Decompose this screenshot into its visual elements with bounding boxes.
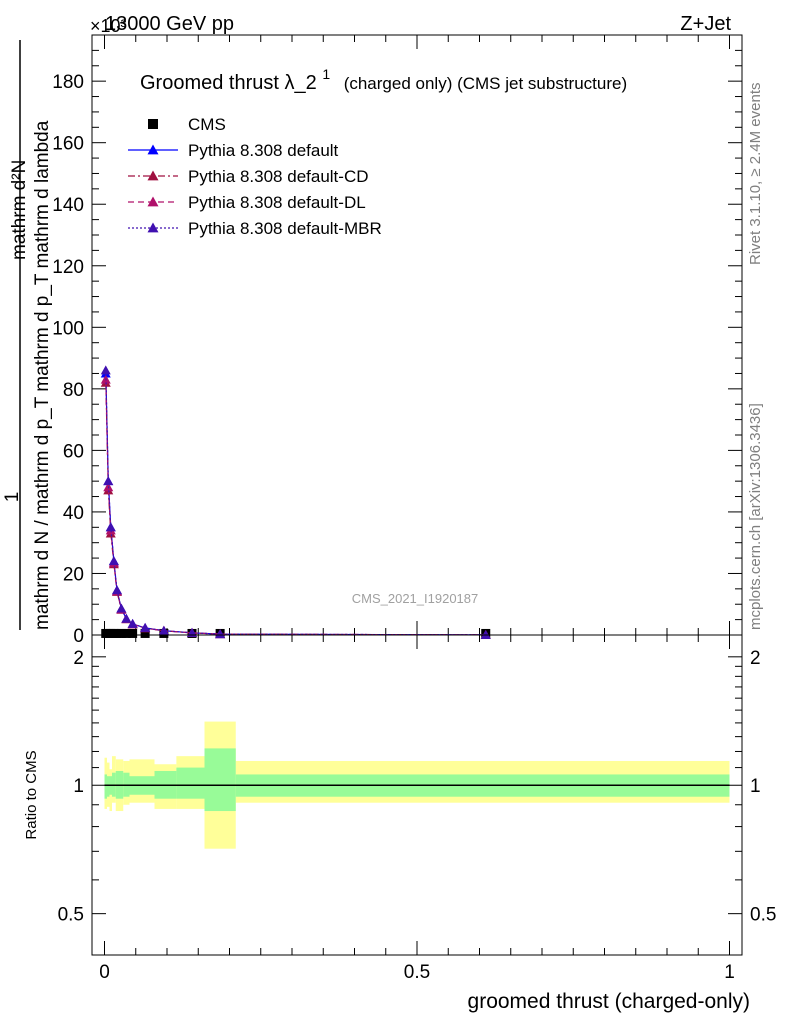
- data-point: [108, 556, 119, 566]
- data-point: [121, 613, 132, 623]
- title-suffix: (charged only) (CMS jet substructure): [344, 74, 627, 93]
- main-plot-panel: CMS_2021_I1920187 Groomed thrust λ_2 1 (…: [52, 34, 743, 647]
- ratio-y-tick-label: 1: [73, 776, 84, 797]
- main-y-tick-label: 0: [73, 626, 84, 647]
- ratio-inner-band: [104, 774, 107, 799]
- ratio-y-tick-label: 0.5: [58, 905, 84, 926]
- main-y-tick-label: 160: [52, 134, 84, 155]
- data-point: [215, 629, 226, 639]
- ratio-y-tick-label-right: 0.5: [750, 905, 776, 926]
- data-point: [112, 585, 122, 595]
- plot-title: Groomed thrust λ_2 1 (charged only) (CMS…: [140, 62, 627, 94]
- main-y-tick-label: 20: [63, 564, 84, 585]
- ylabel-denominator: mathrm d N / mathrm d p_T mathrm d p_T m…: [32, 120, 53, 630]
- data-point: [116, 603, 127, 613]
- data-point: [480, 629, 491, 639]
- main-y-tick-label: 140: [52, 195, 84, 216]
- legend-label: Pythia 8.308 default-MBR: [188, 219, 382, 238]
- ratio-y-tick-label-right: 2: [750, 648, 761, 669]
- data-point: [128, 628, 138, 638]
- data-point: [103, 476, 114, 486]
- ratio-y-tick-label: 2: [73, 648, 84, 669]
- ratio-bands: [104, 721, 730, 849]
- ratio-inner-band: [107, 776, 110, 797]
- data-point: [100, 365, 111, 375]
- legend-item: Pythia 8.308 default-DL: [128, 193, 366, 212]
- main-y-axis-label: mathrm d²N mathrm d N / mathrm d p_T mat…: [2, 40, 53, 630]
- y-multiplier-label: ×10³: [90, 16, 127, 36]
- legend-marker: [147, 222, 159, 233]
- main-y-tick-label: 60: [63, 441, 84, 462]
- data-point: [140, 622, 151, 632]
- ratio-x-tick-label: 1: [724, 962, 735, 983]
- ratio-plot-panel: 0.5 0.51 12 2 0 0.5 1: [58, 634, 777, 983]
- main-series-group: [100, 365, 491, 639]
- legend-item: Pythia 8.308 default-MBR: [128, 219, 382, 238]
- header-process: Z+Jet: [680, 13, 731, 35]
- legend-marker: [147, 196, 159, 207]
- svg-text:Groomed thrust λ_2: Groomed thrust λ_2 1 (charged only) (CMS…: [140, 62, 627, 94]
- series-4: [100, 365, 491, 639]
- analysis-watermark: CMS_2021_I1920187: [352, 591, 479, 606]
- main-y-tick-label: 120: [52, 257, 84, 278]
- title-lambda: λ_2: [285, 72, 317, 94]
- data-point: [121, 628, 131, 638]
- title-main: Groomed thrust: [140, 72, 279, 94]
- ylabel-one: 1: [2, 492, 23, 503]
- legend: CMS Pythia 8.308 default Pythia 8.308 defa…: [128, 115, 382, 238]
- rivet-label: Rivet 3.1.10, ≥ 2.4M events: [747, 83, 764, 266]
- data-point: [116, 628, 126, 638]
- main-y-tick-label: 80: [63, 380, 84, 401]
- data-point: [140, 628, 150, 638]
- legend-label: CMS: [188, 115, 226, 134]
- main-y-tick-label: 40: [63, 503, 84, 524]
- header-energy: 13000 GeV pp: [105, 13, 234, 35]
- ratio-y-axis: 0.5 0.5 1 1 2 2: [58, 648, 777, 926]
- main-y-tick-label: 100: [52, 318, 84, 339]
- legend-label: Pythia 8.308 default: [188, 141, 339, 160]
- title-superscript: 1: [322, 66, 330, 82]
- legend-marker: [148, 119, 158, 129]
- legend-label: Pythia 8.308 default-CD: [188, 167, 369, 186]
- ratio-inner-band: [176, 767, 205, 799]
- legend-item: CMS: [148, 115, 226, 134]
- ratio-y-axis-label: Ratio to CMS: [23, 750, 40, 839]
- legend-item: Pythia 8.308 default: [128, 141, 339, 160]
- data-point: [105, 522, 116, 532]
- legend-marker: [147, 144, 159, 155]
- data-point: [127, 618, 138, 628]
- legend-label: Pythia 8.308 default-DL: [188, 193, 366, 212]
- main-y-tick-label: 180: [52, 72, 84, 93]
- ratio-y-tick-label-right: 1: [750, 776, 761, 797]
- main-y-axis: 0 20 40 60 80 100 120 140 160 180: [52, 34, 742, 647]
- x-axis-label: groomed thrust (charged-only): [468, 990, 750, 1013]
- legend-item: Pythia 8.308 default-CD: [128, 167, 369, 186]
- ratio-x-axis: 0 0.5 1: [99, 635, 735, 983]
- ratio-x-tick-label: 0.5: [404, 962, 430, 983]
- data-point: [158, 625, 169, 635]
- ratio-inner-band: [204, 748, 236, 812]
- ratio-x-tick-label: 0: [99, 962, 110, 983]
- legend-marker: [147, 170, 159, 181]
- mcplots-label: mcplots.cern.ch [arXiv:1306.3436]: [747, 403, 764, 630]
